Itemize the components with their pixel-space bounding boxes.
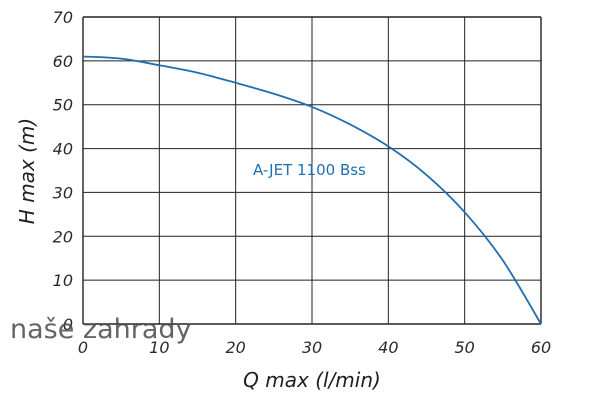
- y-axis-label: H max (m): [15, 118, 39, 224]
- x-tick-label: 0: [78, 338, 88, 357]
- x-tick-label: 30: [302, 338, 322, 357]
- y-tick-label: 50: [53, 96, 73, 115]
- watermark-logo: naše zahrady: [10, 314, 192, 345]
- y-tick-label: 10: [53, 271, 73, 290]
- x-tick-label: 60: [531, 338, 551, 357]
- grid: [82, 16, 542, 325]
- x-tick-label: 40: [378, 338, 398, 357]
- x-tick-label: 50: [454, 338, 474, 357]
- y-tick-label: 0: [63, 315, 73, 334]
- x-tick-label: 20: [225, 338, 245, 357]
- y-tick-label: 60: [53, 52, 73, 71]
- x-axis-label: Q max (l/min): [243, 368, 381, 392]
- y-tick-label: 70: [53, 8, 73, 27]
- y-tick-label: 40: [53, 140, 73, 159]
- series-label: A-JET 1100 Bss: [253, 161, 366, 179]
- y-tick-labels: 0 10 20 30 40 50 60 70: [53, 8, 73, 334]
- x-tick-labels: 0 10 20 30 40 50 60: [78, 338, 551, 357]
- series-line-a-jet-1100-bss: [82, 55, 542, 325]
- y-tick-label: 20: [53, 227, 73, 246]
- x-tick-label: 10: [149, 338, 169, 357]
- y-tick-label: 30: [53, 183, 73, 202]
